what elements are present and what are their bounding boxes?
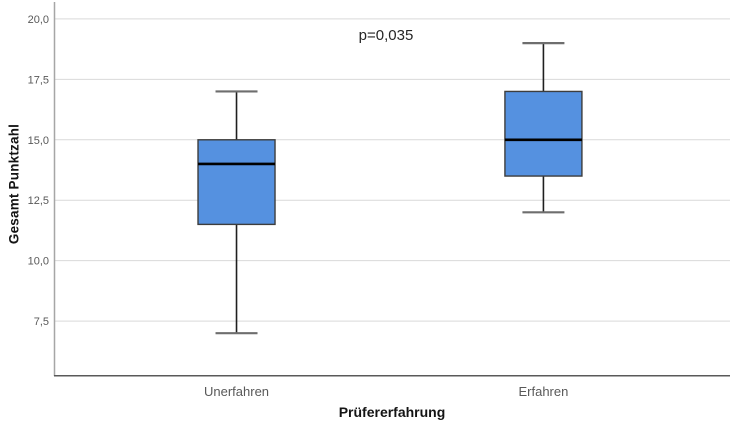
category-label-erfahren: Erfahren [518,384,568,399]
y-tick-label: 10,0 [28,256,49,268]
y-tick-label: 12,5 [28,195,49,207]
box-erfahren [504,90,583,177]
y-tick-label: 20,0 [28,14,49,26]
p-value-annotation: p=0,035 [358,27,414,44]
box-unerfahren [197,139,276,226]
category-label-unerfahren: Unerfahren [204,384,269,399]
y-tick-label: 17,5 [28,74,49,86]
y-tick-label: 7,5 [34,316,49,328]
y-axis-title: Gesamt Punktzahl [6,123,22,245]
x-axis-title: Prüfererfahrung [338,404,446,420]
y-tick-label: 15,0 [28,135,49,147]
